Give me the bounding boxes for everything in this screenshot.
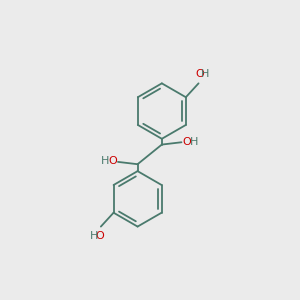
Text: H: H (201, 69, 210, 79)
Text: H: H (101, 156, 109, 167)
Text: O: O (182, 137, 191, 147)
Text: O: O (108, 156, 117, 167)
Text: H: H (190, 137, 199, 147)
Text: O: O (95, 231, 104, 241)
Text: O: O (195, 69, 204, 79)
Text: H: H (90, 231, 98, 241)
